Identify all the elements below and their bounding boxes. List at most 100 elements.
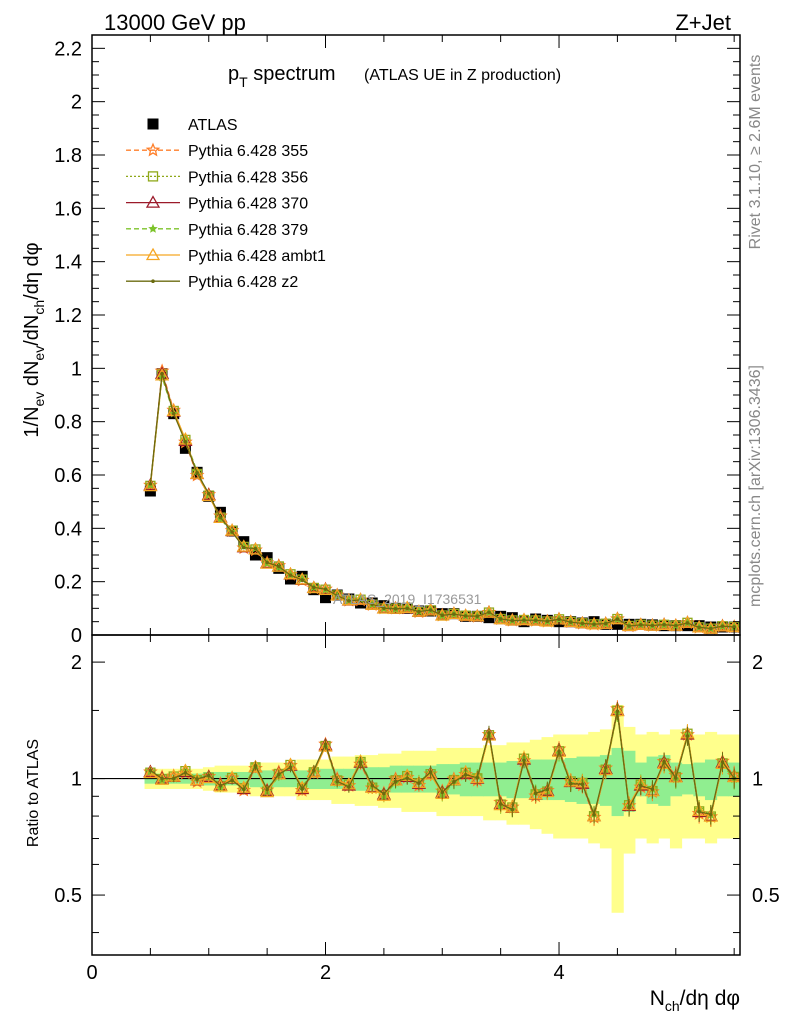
series-point-5 [498,617,503,621]
ratio-y-tick-label-right: 1 [752,769,763,791]
series-point-5 [440,613,445,618]
series-point-5 [487,610,491,615]
ratio-point-5 [498,802,503,806]
y-tick-label: 0 [71,625,82,647]
header-right: Z+Jet [675,10,731,35]
rivet-label: Rivet 3.1.10, ≥ 2.6M events [747,55,764,250]
ratio-point-5 [335,779,339,784]
series-point-5 [148,482,153,486]
series-point-4 [493,611,508,625]
mcplots-label: mcplots.cern.ch [arXiv:1306.3436] [747,365,764,607]
main-ylabel: 1/Nev dNev/dNch/dη dφ [21,242,47,437]
series-point-4 [481,605,497,618]
legend-label: Pythia 6.428 370 [188,196,308,213]
ratio-point-5 [265,787,269,792]
band-stat [588,756,601,804]
ratio-point-5 [171,776,176,781]
ratio-point-5 [545,787,550,792]
y-tick-label: 1.4 [54,252,82,274]
series-point-4 [516,612,532,626]
series-point-5 [592,622,596,627]
series-point-5 [265,560,269,565]
series-point-5 [557,617,561,622]
ratio-point-5 [557,749,561,753]
ratio-point-5 [615,709,620,713]
series-point-5 [510,618,515,623]
ratio-point-5 [160,776,164,781]
legend-label: Pythia 6.428 z2 [188,274,298,291]
band-stat [553,759,566,801]
ratio-point-4 [248,759,263,773]
series-point-5 [312,585,316,590]
atlas-point [320,592,332,604]
ratio-point-5 [417,781,421,785]
series-point-5 [370,602,375,607]
series-point-5 [218,515,223,520]
atlas-point [611,618,623,630]
ratio-frame [91,634,741,956]
x-tick-label: 4 [553,962,564,984]
series-point-4 [633,617,648,630]
ratio-point-5 [428,770,433,774]
ratio-point-5 [405,776,410,781]
y-tick-label: 0.8 [54,412,82,434]
y-tick-label: 1 [71,358,82,380]
series-point-5 [475,614,480,619]
series-point-5 [720,624,725,628]
series-point-5 [206,491,211,496]
ratio-point-5 [697,809,701,814]
ratio-point-5 [241,787,246,792]
legend-marker [147,118,159,130]
series-point-4 [610,611,625,625]
legend-label: Pythia 6.428 379 [188,222,308,239]
ratio-point-5 [300,787,304,791]
series-point-4 [446,606,462,620]
ratio-y-tick-label-right: 0.5 [752,885,780,907]
series-point-5 [230,530,234,534]
band-stat [506,761,519,799]
ratio-point-5 [533,791,538,796]
series-point-5 [522,618,526,622]
y-tick-label: 1.2 [54,305,82,327]
series-point-4 [330,588,345,601]
ratio-y-tick-label: 2 [71,652,82,674]
series-point-4 [365,597,380,610]
series-point-5 [568,620,573,624]
y-tick-label: 1.6 [54,198,82,220]
ratio-point-5 [382,791,386,796]
ratio-point-5 [277,772,281,777]
series-point-5 [382,606,386,610]
series-point-5 [697,625,701,630]
series-point-5 [463,614,468,618]
ratio-point-5 [487,731,491,735]
ratio-point-5 [288,765,293,770]
ratio-point-5 [206,773,211,778]
series-point-4 [143,478,158,492]
series-point-5 [452,612,456,616]
series-point-4 [201,488,216,502]
series-point-4 [236,539,251,552]
legend-marker [147,171,159,182]
ratio-point-5 [323,742,328,746]
series-point-5 [685,621,690,625]
series-line-0 [149,370,735,630]
ratio-point-5 [347,785,351,789]
x-tick-label: 2 [320,962,331,984]
y-tick-label: 0.6 [54,465,82,487]
series-point-5 [277,564,281,569]
y-tick-label: 0.4 [54,518,82,540]
ratio-point-5 [218,784,223,788]
series-point-5 [615,617,620,621]
ratio-point-5 [603,765,608,770]
ratio-point-5 [522,758,526,763]
ratio-point-5 [452,779,456,784]
ratio-point-5 [627,805,631,810]
legend-label: Pythia 6.428 355 [188,143,308,160]
legend: ATLAS Pythia 6.428 355 Pythia 6.428 356 Pyt… [126,117,326,291]
ratio-point-4 [318,739,333,752]
ratio-point-4 [213,779,228,792]
ratio-point-5 [580,782,585,787]
series-point-5 [335,593,339,598]
band-stat [704,759,718,801]
series-point-5 [650,623,655,628]
